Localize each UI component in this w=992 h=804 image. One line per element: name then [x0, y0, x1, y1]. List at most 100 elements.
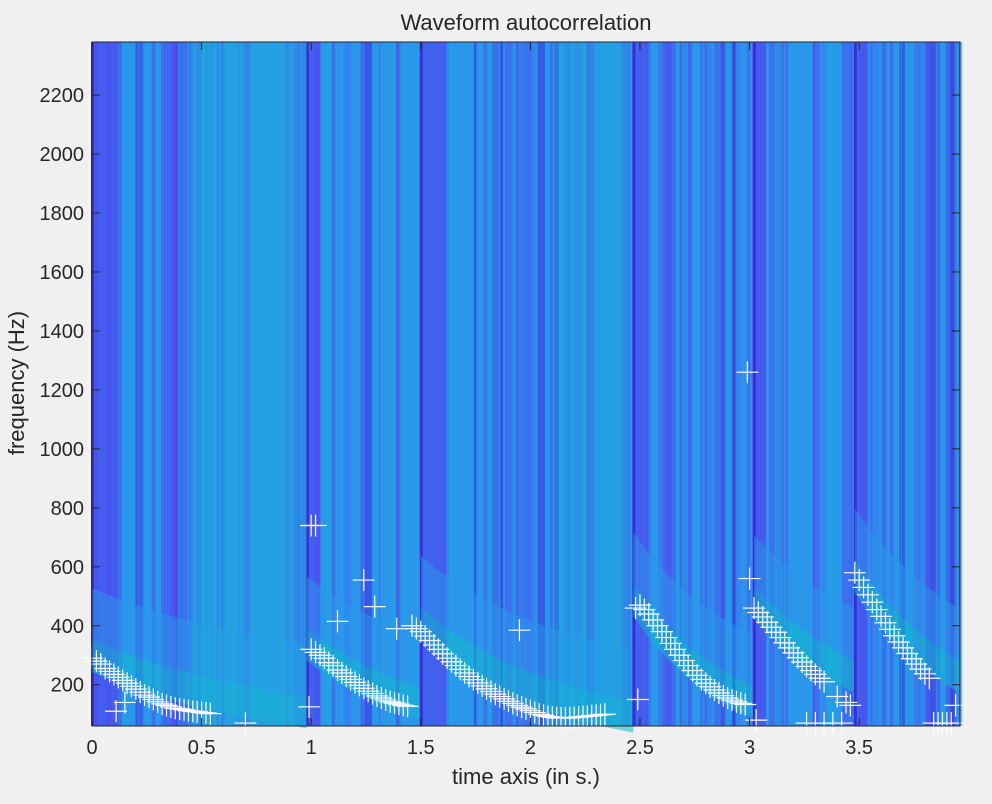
heatmap-stripe — [841, 42, 846, 726]
pitch-marker — [159, 695, 182, 718]
heatmap-stripe — [295, 42, 299, 726]
heatmap-stripe — [331, 42, 336, 726]
pitch-marker — [729, 692, 752, 715]
heatmap-stripe — [554, 42, 559, 726]
pitch-marker — [883, 624, 906, 647]
heatmap-stripe — [783, 42, 788, 726]
heatmap-stripe — [676, 42, 679, 726]
pitch-marker — [699, 675, 722, 698]
pitch-marker — [326, 658, 349, 681]
pitch-marker — [458, 665, 481, 688]
heatmap-stripe — [707, 42, 714, 726]
pitch-marker — [905, 653, 928, 676]
pitch-marker — [497, 690, 520, 713]
heatmap-stripe — [213, 42, 217, 726]
pitch-marker — [659, 632, 682, 655]
heatmap-stripe — [179, 42, 187, 726]
pitch-marker — [471, 674, 494, 697]
heatmap-stripe — [932, 42, 940, 726]
pitch-marker — [142, 688, 165, 711]
x-tick-label: 1 — [306, 737, 317, 759]
pitch-marker — [352, 677, 375, 700]
sustain-region — [552, 42, 630, 726]
pitch-marker — [830, 712, 853, 735]
heatmap-stripe — [285, 42, 290, 726]
heatmap-stripe — [621, 42, 626, 726]
pitch-marker — [339, 668, 362, 691]
pitch-marker — [462, 668, 485, 691]
pitch-marker — [747, 601, 770, 624]
heatmap-stripe — [550, 42, 554, 726]
heatmap-stripe — [196, 42, 200, 726]
pitch-marker — [721, 689, 744, 712]
y-tick-label: 1400 — [40, 321, 85, 343]
heatmap-stripe — [874, 42, 880, 726]
heatmap-stripe — [769, 42, 775, 726]
pitch-ridge-band — [753, 587, 855, 693]
segment-boundary — [419, 42, 423, 726]
heatmap-stripe — [658, 42, 661, 726]
pitch-marker — [870, 605, 893, 628]
x-tick-label: 0 — [86, 737, 97, 759]
pitch-marker — [745, 709, 768, 732]
heatmap-stripe — [950, 42, 955, 726]
heatmap-stripe — [595, 42, 599, 726]
y-tick-label: 800 — [51, 498, 84, 520]
heatmap-stripe — [878, 42, 885, 726]
pitch-marker — [475, 677, 498, 700]
heatmap-stripe — [881, 42, 887, 726]
heatmap-stripe — [936, 42, 938, 726]
pitch-marker — [913, 662, 936, 685]
pitch-marker — [624, 597, 647, 620]
heatmap-stripe — [748, 42, 751, 726]
pitch-marker — [385, 617, 408, 640]
heatmap-stripe — [812, 42, 815, 726]
heatmap-stripe — [216, 42, 219, 726]
y-tick-label: 400 — [51, 616, 84, 638]
pitch-marker — [98, 660, 121, 683]
pitch-marker — [703, 679, 726, 702]
pitch-marker — [422, 633, 445, 656]
heatmap-stripe — [958, 42, 960, 726]
heatmap-stripe — [937, 42, 941, 726]
heatmap-stripes — [92, 42, 963, 726]
pitch-marker — [940, 712, 963, 735]
heatmap-stripe — [951, 42, 958, 726]
pitch-marker — [508, 619, 531, 642]
heatmap-stripe — [237, 42, 241, 726]
segment-onset-band — [306, 42, 321, 726]
heatmap-stripe — [504, 42, 511, 726]
pitch-marker — [778, 636, 801, 659]
heatmap-stripe — [744, 42, 752, 726]
heatmap-stripe — [401, 42, 406, 726]
pitch-marker — [642, 608, 665, 631]
pitch-marker — [94, 657, 117, 680]
heatmap-stripe — [483, 42, 488, 726]
pitch-marker — [120, 675, 143, 698]
harmonic-band — [92, 588, 307, 697]
pitch-marker — [379, 690, 402, 713]
pitch-marker — [707, 681, 730, 704]
pitch-marker — [515, 697, 537, 720]
heatmap-stripe — [378, 42, 381, 726]
pitch-marker — [791, 651, 814, 674]
heatmap-stripe — [873, 42, 876, 726]
pitch-marker — [116, 672, 139, 695]
heatmap-stripe — [661, 42, 667, 726]
heatmap-stripe — [391, 42, 395, 726]
pitch-marker — [326, 610, 349, 633]
pitch-marker — [646, 614, 669, 637]
heatmap-stripe — [737, 42, 742, 726]
segment-boundary — [305, 42, 309, 726]
pitch-marker — [892, 636, 915, 659]
pitch-ridge-band — [306, 628, 421, 720]
heatmap-stripe — [136, 42, 141, 726]
heatmap-stripe — [326, 42, 334, 726]
heatmap-stripe — [821, 42, 830, 726]
y-tick-label: 200 — [51, 675, 84, 697]
x-tick-label: 2.5 — [626, 737, 654, 759]
y-tick-label: 1600 — [40, 262, 85, 284]
pitch-ridge-band — [854, 560, 960, 693]
heatmap-stripe — [515, 42, 519, 726]
pitch-marker — [839, 694, 862, 717]
